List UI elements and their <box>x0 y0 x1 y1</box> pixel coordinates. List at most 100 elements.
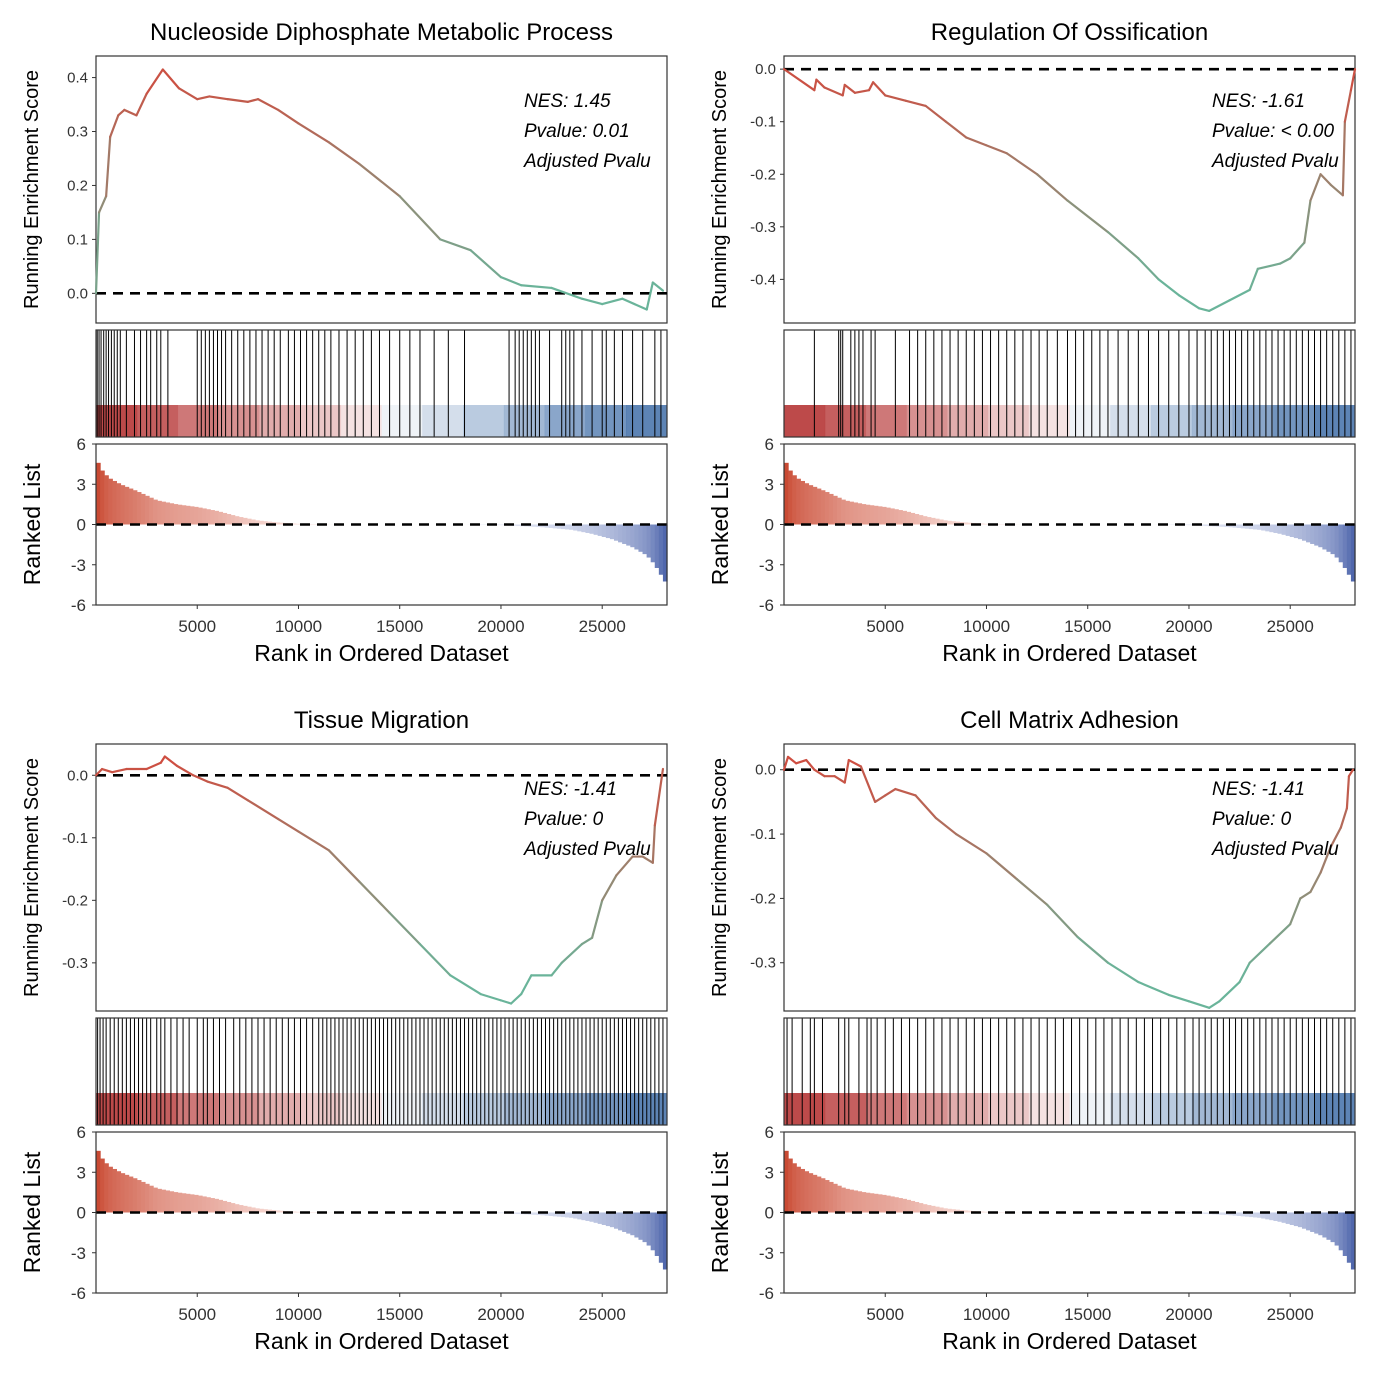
ranked-y-tick-label: 6 <box>77 435 86 454</box>
ranked-y-tick-label: 3 <box>77 1163 86 1182</box>
res-y-tick-label: -0.3 <box>750 219 776 236</box>
ranked-metric-bar <box>1322 525 1327 550</box>
ranked-metric-bar <box>194 1195 199 1213</box>
x-tick-label: 5000 <box>178 1305 216 1324</box>
x-tick-label: 25000 <box>579 617 626 636</box>
ranked-y-tick-label: -3 <box>759 556 774 575</box>
ranked-y-tick-label: 0 <box>77 516 86 535</box>
ranked-metric-bar <box>894 509 899 524</box>
ranked-metric-bar <box>861 1192 866 1212</box>
rank-color-strip <box>382 405 423 437</box>
ranked-metric-bar <box>165 1190 170 1212</box>
ranked-y-tick-label: 3 <box>765 475 774 494</box>
ranked-metric-bar <box>549 1213 554 1217</box>
ranked-metric-bar <box>222 513 227 525</box>
ranked-y-tick-label: -6 <box>71 1284 86 1303</box>
ranked-metric-bar <box>898 1198 903 1212</box>
ranked-metric-bar <box>638 525 643 552</box>
ranked-metric-bar <box>137 1180 142 1212</box>
ranked-metric-bar <box>610 525 615 540</box>
ranked-metric-bar <box>659 1213 664 1263</box>
stats-annotation-line: Adjusted Pvalu <box>1211 839 1339 860</box>
ranked-metric-bar <box>243 1206 248 1213</box>
ranked-metric-bar <box>626 1213 631 1234</box>
ranked-metric-bar <box>931 1206 936 1213</box>
ranked-metric-bar <box>1188 1213 1193 1214</box>
ranked-metric-bar <box>808 485 813 524</box>
x-axis-label: Rank in Ordered Dataset <box>942 1328 1197 1354</box>
res-y-tick-label: 0.3 <box>67 124 88 141</box>
ranked-metric-bar <box>853 502 858 524</box>
ranked-metric-bar <box>947 521 952 525</box>
ranked-metric-bar <box>845 1189 850 1213</box>
ranked-metric-bar <box>141 494 146 525</box>
ranked-y-tick-label: 0 <box>77 1204 86 1223</box>
ranked-metric-bar <box>821 490 826 524</box>
ranked-metric-bar <box>1335 1213 1340 1246</box>
res-y-tick-label: -0.3 <box>62 955 88 972</box>
ranked-metric-bar <box>829 1182 834 1213</box>
ranked-metric-bar <box>218 512 223 525</box>
ranked-metric-bar <box>984 524 989 525</box>
ranked-metric-bar <box>145 1184 150 1213</box>
x-tick-label: 10000 <box>275 1305 322 1324</box>
rank-color-strip <box>504 1093 545 1125</box>
ranked-metric-bar <box>598 1213 603 1224</box>
x-tick-label: 20000 <box>477 1305 524 1324</box>
res-y-tick-label: -0.4 <box>750 271 776 288</box>
ranked-metric-bar <box>500 525 505 526</box>
ranked-y-axis-label: Ranked List <box>19 1151 45 1273</box>
ranked-metric-bar <box>792 1163 797 1212</box>
ranked-metric-bar <box>112 1169 117 1213</box>
ranked-metric-bar <box>1326 525 1331 552</box>
ranked-metric-bar <box>947 1209 952 1213</box>
ranked-metric-bar <box>1237 1213 1242 1217</box>
ranked-metric-bar <box>866 505 871 525</box>
ranked-metric-bar <box>590 525 595 534</box>
ranked-metric-bar <box>626 525 631 546</box>
ranked-metric-bar <box>1331 525 1336 555</box>
ranked-metric-bar <box>129 489 134 525</box>
ranked-metric-bar <box>178 1193 183 1213</box>
ranked-y-tick-label: -3 <box>71 1244 86 1263</box>
ranked-metric-bar <box>1269 525 1274 533</box>
ranked-metric-bar <box>1188 525 1193 526</box>
ranked-metric-bar <box>606 1213 611 1227</box>
ranked-metric-bar <box>141 1182 146 1213</box>
ranked-metric-bar <box>165 502 170 524</box>
ranked-metric-bar <box>243 518 248 525</box>
ranked-metric-bar <box>602 525 607 537</box>
ranked-metric-bar <box>857 1191 862 1212</box>
rank-color-strip <box>218 1093 259 1125</box>
ranked-metric-bar <box>1339 1213 1344 1251</box>
x-tick-label: 20000 <box>1165 1305 1212 1324</box>
ranked-metric-bar <box>849 1190 854 1213</box>
stats-annotation-line: Adjusted Pvalu <box>523 839 651 860</box>
ranked-metric-bar <box>153 500 158 525</box>
res-y-tick-label: 0.2 <box>67 177 88 194</box>
res-y-tick-label: 0.0 <box>67 285 88 302</box>
ranked-metric-bar <box>618 1213 623 1231</box>
rank-color-strip <box>1192 1093 1233 1125</box>
stats-annotation-line: NES: -1.61 <box>1212 91 1305 112</box>
x-tick-label: 5000 <box>178 617 216 636</box>
ranked-metric-bar <box>1290 1213 1295 1225</box>
ranked-metric-bar <box>874 506 879 525</box>
ranked-metric-bar <box>886 508 891 525</box>
rank-color-strip <box>96 1093 137 1125</box>
x-tick-label: 15000 <box>376 1305 423 1324</box>
ranked-metric-bar <box>1347 1213 1352 1263</box>
ranked-metric-bar <box>1294 525 1299 539</box>
ranked-metric-bar <box>792 475 797 524</box>
ranked-metric-bar <box>808 1173 813 1212</box>
ranked-metric-bar <box>886 1196 891 1213</box>
ranked-metric-bar <box>902 511 907 525</box>
ranked-metric-bar <box>898 510 903 524</box>
ranked-metric-bar <box>796 479 801 525</box>
x-tick-label: 20000 <box>1165 617 1212 636</box>
ranked-metric-bar <box>1343 1213 1348 1256</box>
ranked-y-tick-label: -6 <box>759 1284 774 1303</box>
rank-color-strip <box>784 1093 825 1125</box>
